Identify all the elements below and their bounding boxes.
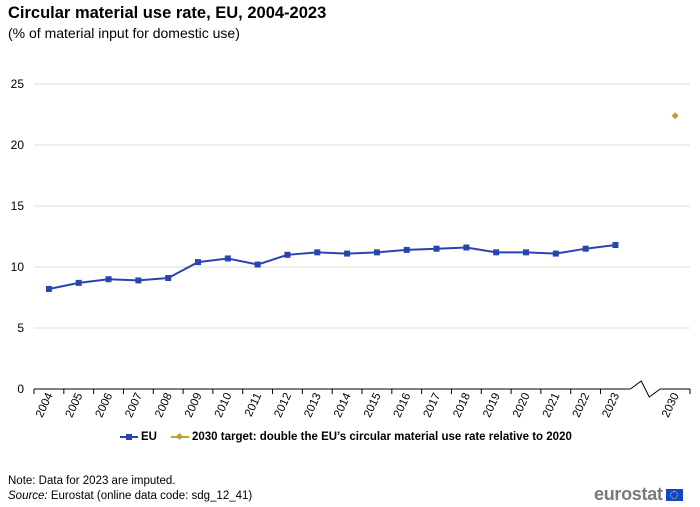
data-point-eu (45, 285, 52, 292)
x-tick-label: 2018 (451, 391, 473, 419)
data-point-eu (344, 250, 351, 257)
data-point-eu (284, 251, 291, 258)
y-tick-label: 15 (11, 199, 25, 213)
data-point-eu (135, 277, 142, 284)
legend-label-target: 2030 target: double the EU’s circular ma… (191, 431, 572, 443)
x-tick-label: 2021 (541, 391, 563, 419)
x-tick-label: 2007 (123, 391, 145, 419)
data-point-eu (75, 279, 82, 286)
y-tick-label: 5 (17, 321, 24, 335)
source-line: Source: Eurostat (online data code: sdg_… (8, 490, 252, 502)
x-tick-label: 2030 (660, 391, 682, 419)
y-tick-label: 10 (11, 260, 25, 274)
y-tick-label: 20 (11, 138, 25, 152)
eu-flag-icon (665, 488, 683, 501)
legend-item-eu[interactable]: EU (120, 431, 157, 443)
x-tick-label: 2010 (213, 391, 235, 419)
x-tick-label: 2009 (183, 391, 205, 419)
data-point-eu (493, 249, 500, 256)
x-tick-label: 2019 (481, 391, 503, 419)
x-tick-label: 2015 (362, 391, 384, 419)
axis-break-mark (630, 380, 661, 398)
data-point-eu (552, 250, 559, 257)
data-point-eu (105, 276, 112, 283)
line-chart: 0 5 10 15 20 25 2004 2005 2006 2007 2008 2009 2010 20… (11, 77, 691, 420)
x-tick-label: 2016 (392, 391, 414, 419)
data-point-target (671, 112, 679, 120)
data-point-eu (314, 249, 321, 256)
x-tick-label: 2017 (422, 391, 444, 419)
legend-item-target[interactable]: 2030 target: double the EU’s circular ma… (170, 431, 572, 443)
data-point-eu (582, 245, 589, 252)
eurostat-logo[interactable]: eurostat (594, 484, 683, 505)
logo-text: eurostat (594, 484, 663, 504)
legend-swatch-eu (120, 432, 138, 442)
x-tick-label: 2023 (600, 391, 622, 419)
x-tick-label: 2008 (153, 391, 175, 419)
x-tick-label: 2005 (64, 391, 86, 419)
x-tick-label: 2012 (272, 391, 294, 419)
footnote: Note: Data for 2023 are imputed. (8, 475, 176, 487)
data-point-eu (373, 249, 380, 256)
legend-label-eu: EU (141, 431, 157, 443)
x-tick-label: 2004 (34, 391, 56, 420)
x-tick-label: 2013 (302, 391, 324, 419)
x-tick-label: 2014 (332, 391, 354, 420)
data-point-eu (463, 244, 470, 251)
data-point-eu (612, 242, 619, 249)
chart-title: Circular material use rate, EU, 2004-202… (8, 4, 327, 22)
source-text: Eurostat (online data code: sdg_12_41) (47, 490, 253, 502)
data-point-eu (224, 255, 231, 262)
data-point-eu (523, 249, 529, 256)
x-tick-label: 2022 (571, 391, 593, 419)
x-tick-label: 2020 (511, 391, 533, 419)
x-tick-label: 2006 (94, 391, 116, 419)
data-point-eu (433, 245, 440, 252)
x-tick-label: 2011 (243, 391, 264, 418)
data-point-eu (165, 274, 172, 281)
y-tick-label: 25 (11, 77, 25, 91)
data-point-eu (403, 246, 410, 253)
legend: EU 2030 target: double the EU’s circular… (120, 431, 586, 443)
data-point-eu (195, 259, 201, 266)
y-tick-label: 0 (17, 382, 24, 396)
series-line-eu (48, 244, 616, 290)
chart-subtitle: (% of material input for domestic use) (8, 25, 240, 41)
data-point-eu (254, 261, 261, 268)
source-label: Source: (8, 490, 48, 502)
legend-swatch-target (170, 432, 189, 442)
